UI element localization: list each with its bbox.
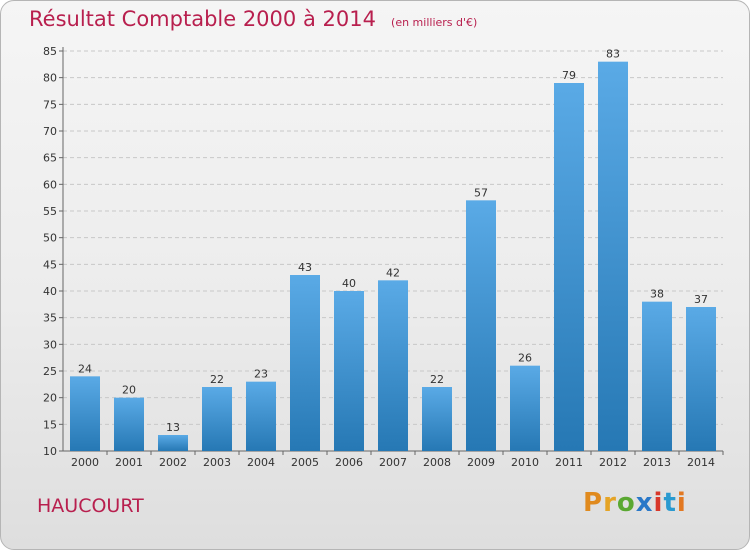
x-tick-label: 2009 — [467, 456, 495, 469]
bar-2007 — [378, 280, 408, 451]
bar-2009 — [466, 200, 496, 451]
y-tick-label: 65 — [43, 152, 57, 165]
bars — [70, 61, 716, 452]
bar-2003 — [202, 387, 232, 451]
bar-2005 — [290, 275, 320, 451]
data-label: 26 — [518, 352, 532, 365]
logo-letter: x — [635, 488, 654, 518]
y-tick-label: 40 — [43, 285, 57, 298]
x-tick-label: 2013 — [643, 456, 671, 469]
logo-letter: i — [676, 488, 687, 518]
data-label: 22 — [430, 373, 444, 386]
y-tick-label: 55 — [43, 205, 57, 218]
bar-2008 — [422, 387, 452, 451]
bar-2004 — [246, 381, 276, 451]
logo-letter: o — [616, 488, 636, 518]
y-tick-label: 60 — [43, 178, 57, 191]
bar-2013 — [642, 301, 672, 451]
y-tick-label: 15 — [43, 418, 57, 431]
data-label: 43 — [298, 261, 312, 274]
axes: 10 15 20 25 30 35 40 45 50 55 60 65 70 75 80 85 2000 2001… — [43, 45, 724, 469]
bar-2010 — [510, 365, 540, 451]
data-label: 23 — [254, 368, 268, 381]
data-label: 42 — [386, 266, 400, 279]
data-labels: 24 20 13 22 23 43 40 42 22 57 26 79 83 38 37 — [78, 48, 708, 434]
x-tick-label: 2010 — [511, 456, 539, 469]
x-tick-label: 2002 — [159, 456, 187, 469]
y-tick-label: 85 — [43, 45, 57, 58]
x-tick-label: 2001 — [115, 456, 143, 469]
data-label: 24 — [78, 362, 92, 375]
bar-2001 — [114, 397, 144, 451]
x-tick-label: 2006 — [335, 456, 363, 469]
x-tick-label: 2012 — [599, 456, 627, 469]
data-label: 13 — [166, 421, 180, 434]
bar-2014 — [686, 307, 716, 451]
y-tick-label: 50 — [43, 232, 57, 245]
y-tick-label: 20 — [43, 392, 57, 405]
logo-letter: P — [583, 488, 604, 518]
proxiti-logo: Proxiti — [583, 488, 687, 518]
x-tick-label: 2014 — [687, 456, 715, 469]
bar-2006 — [334, 291, 364, 451]
y-tick-label: 75 — [43, 98, 57, 111]
x-tick-label: 2011 — [555, 456, 583, 469]
y-tick-label: 30 — [43, 338, 57, 351]
x-tick-label: 2005 — [291, 456, 319, 469]
logo-letter: t — [663, 488, 677, 518]
chart-subtitle: (en milliers d'€) — [391, 16, 478, 29]
x-tick-label: 2007 — [379, 456, 407, 469]
data-label: 20 — [122, 384, 136, 397]
y-tick-label: 25 — [43, 365, 57, 378]
chart-title-row: Résultat Comptable 2000 à 2014 (en milli… — [29, 7, 477, 31]
bar-2011 — [554, 83, 584, 451]
commune-name: HAUCOURT — [37, 495, 144, 517]
x-tick-label: 2008 — [423, 456, 451, 469]
data-label: 79 — [562, 69, 576, 82]
y-tick-label: 35 — [43, 312, 57, 325]
y-tick-label: 70 — [43, 125, 57, 138]
bar-2012 — [598, 61, 628, 452]
x-tick-label: 2003 — [203, 456, 231, 469]
logo-letter: i — [653, 488, 664, 518]
x-tick-label: 2000 — [71, 456, 99, 469]
x-tick-label: 2004 — [247, 456, 275, 469]
y-tick-label: 10 — [43, 445, 57, 458]
bar-2000 — [70, 376, 100, 451]
data-label: 22 — [210, 373, 224, 386]
chart-title: Résultat Comptable 2000 à 2014 — [29, 7, 376, 31]
y-tick-label: 45 — [43, 258, 57, 271]
data-label: 83 — [606, 48, 620, 61]
data-label: 37 — [694, 293, 708, 306]
data-label: 40 — [342, 277, 356, 290]
logo-letter: r — [603, 488, 617, 518]
data-label: 38 — [650, 288, 664, 301]
bar-2002 — [158, 435, 188, 451]
y-tick-label: 80 — [43, 72, 57, 85]
data-label: 57 — [474, 186, 488, 199]
